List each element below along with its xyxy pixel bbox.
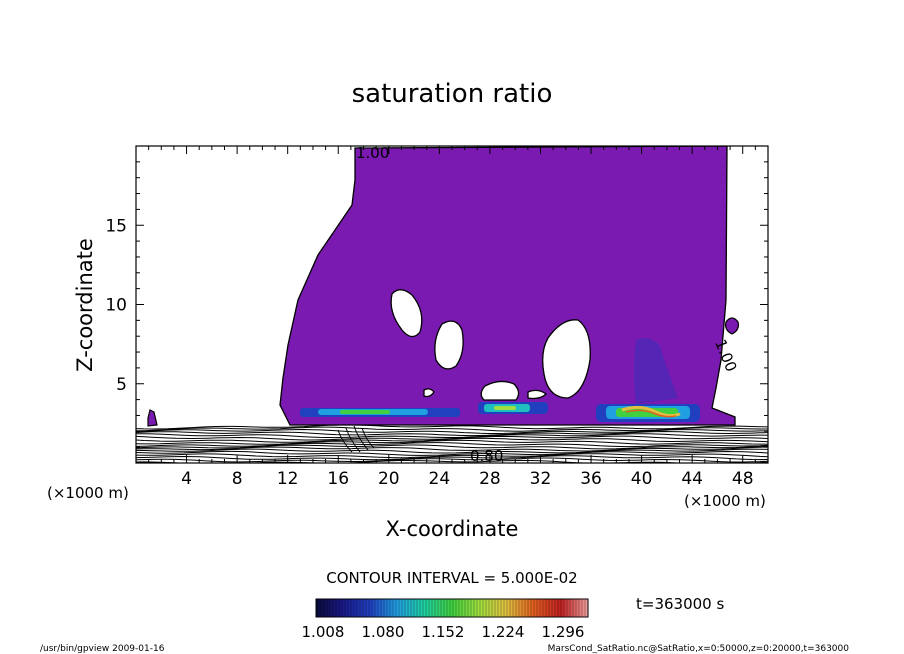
contour-line bbox=[345, 427, 361, 453]
colorbar bbox=[315, 598, 589, 618]
colorbar-tick-label: 1.008 bbox=[302, 623, 345, 641]
contour-line bbox=[136, 437, 768, 443]
contour-line bbox=[353, 425, 369, 451]
x-tick-label: 4 bbox=[181, 469, 192, 489]
contour-label: 0.80 bbox=[470, 447, 503, 465]
contour-line bbox=[361, 427, 375, 449]
ground-contours bbox=[136, 424, 768, 463]
x-tick-label: 8 bbox=[232, 469, 243, 489]
x-tick-label: 24 bbox=[429, 469, 451, 489]
saturated-region bbox=[279, 146, 736, 426]
x-tick-label: 12 bbox=[277, 469, 299, 489]
x-tick-label: 36 bbox=[580, 469, 602, 489]
contour-line bbox=[136, 448, 768, 454]
contour-interval: CONTOUR INTERVAL = 5.000E-02 bbox=[326, 569, 577, 587]
dry-hole bbox=[390, 289, 423, 338]
contour-line bbox=[136, 435, 768, 441]
contour-line bbox=[136, 428, 768, 434]
footer-left: /usr/bin/gpview 2009-01-16 bbox=[40, 644, 165, 654]
contour-line bbox=[136, 450, 768, 456]
colorbar-tick-label: 1.224 bbox=[482, 623, 525, 641]
axis-ticks bbox=[136, 146, 768, 463]
dry-hole bbox=[480, 380, 520, 401]
colorbar-tick-label: 1.080 bbox=[362, 623, 405, 641]
plot-area: 1.00 1.00 0.80 bbox=[136, 144, 768, 465]
contour-line bbox=[136, 446, 768, 452]
contour-line bbox=[136, 433, 768, 439]
x-tick-label: 40 bbox=[631, 469, 653, 489]
x-tick-label: 16 bbox=[327, 469, 349, 489]
colorbar-tick-label: 1.152 bbox=[422, 623, 465, 641]
contour-line bbox=[136, 453, 768, 459]
contour-line bbox=[136, 442, 768, 448]
dry-hole bbox=[434, 320, 464, 370]
contour-line bbox=[136, 455, 768, 461]
high-ratio-band bbox=[300, 402, 700, 422]
x-tick-label: 20 bbox=[378, 469, 400, 489]
chart-title: saturation ratio bbox=[352, 79, 553, 109]
contour-line bbox=[136, 426, 768, 432]
contour-label: 1.00 bbox=[356, 144, 389, 162]
y-tick-label: 15 bbox=[105, 216, 127, 236]
x-tick-label: 48 bbox=[732, 469, 754, 489]
contour-line bbox=[136, 424, 768, 430]
contour-line bbox=[136, 444, 768, 450]
x-unit-left: (×1000 m) bbox=[47, 484, 129, 502]
high-ratio-patch bbox=[634, 338, 678, 404]
y-tick-label: 10 bbox=[105, 296, 127, 316]
colorbar-labels: 1.008 1.080 1.152 1.224 1.296 bbox=[302, 623, 585, 641]
saturated-patch bbox=[147, 409, 158, 427]
colorbar-stripes bbox=[317, 600, 586, 616]
footer-right: MarsCond_SatRatio.nc@SatRatio,x=0:50000,… bbox=[548, 644, 850, 654]
x-tick-label: 44 bbox=[681, 469, 703, 489]
y-tick-label: 5 bbox=[116, 375, 127, 395]
y-axis-label: Z-coordinate bbox=[73, 238, 97, 372]
x-axis-label: X-coordinate bbox=[386, 517, 519, 541]
x-unit-right: (×1000 m) bbox=[684, 492, 766, 510]
colorbar-tick-label: 1.296 bbox=[542, 623, 585, 641]
contour-line bbox=[136, 439, 768, 445]
time-label: t=363000 s bbox=[636, 595, 724, 613]
dry-hole bbox=[542, 319, 591, 399]
dry-hole bbox=[423, 388, 435, 398]
x-tick-label: 28 bbox=[479, 469, 501, 489]
saturated-patch bbox=[725, 317, 739, 335]
contour-line bbox=[337, 429, 353, 453]
x-tick-label: 32 bbox=[530, 469, 552, 489]
dry-hole bbox=[527, 389, 547, 400]
contour-line bbox=[136, 430, 768, 437]
